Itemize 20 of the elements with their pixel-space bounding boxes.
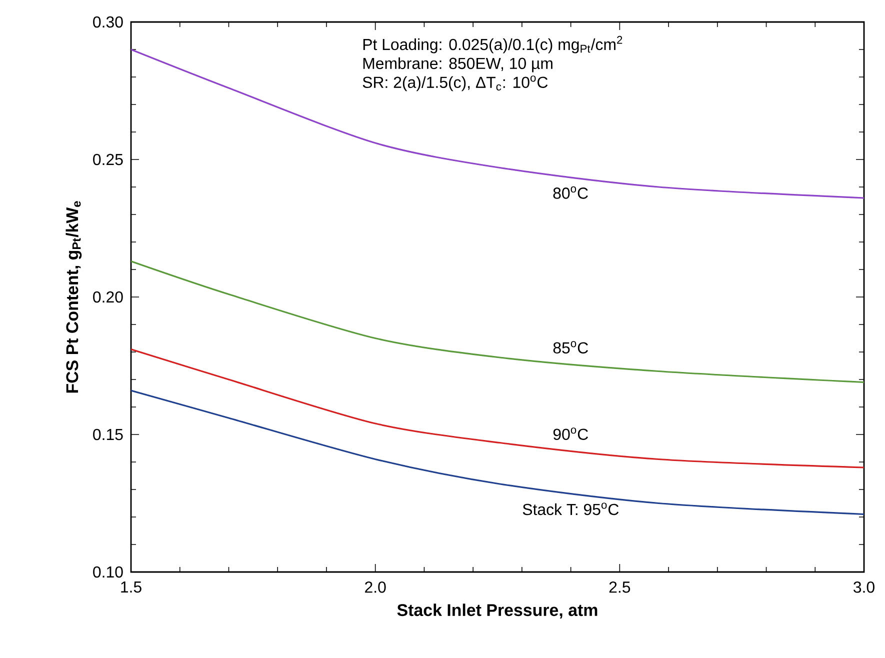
x-tick-label: 2.0 <box>365 582 386 593</box>
x-axis-title: Stack Inlet Pressure, atm <box>397 604 598 619</box>
series-label: Stack T: 95$^{o}$C <box>522 502 619 516</box>
y-tick-label: 0.20 <box>93 291 123 303</box>
series-label: 85$^{o}$C <box>553 341 588 354</box>
y-axis-title: FCS Pt Content, g$_{Pt}$/kW$_{e}$ <box>66 201 82 393</box>
series-label: 90$^{o}$C <box>553 428 588 440</box>
y-tick-label: 0.10 <box>93 566 123 578</box>
y-tick-label: 0.25 <box>93 154 123 166</box>
line-series <box>131 390 864 516</box>
annotation: Pt Loading: 0.025(a)/0.1(c) mg$_{Pt}$/cm$^{2}$ <box>363 36 622 54</box>
x-tick-label: 2.5 <box>609 582 630 593</box>
y-tick-label: 0.30 <box>93 16 123 28</box>
x-tick-label: 3.0 <box>854 582 874 593</box>
x-tick-label: 1.5 <box>121 582 142 593</box>
y-tick-label: 0.15 <box>93 428 123 440</box>
annotation: Membrane: 850EW, 10 µm <box>363 57 552 72</box>
line-series <box>131 260 864 384</box>
series-label: 80$^{o}$C <box>553 186 588 199</box>
annotation: SR: 2(a)/1.5(c), ΔT$_{c}$: 10$^{o}$C <box>362 76 548 92</box>
